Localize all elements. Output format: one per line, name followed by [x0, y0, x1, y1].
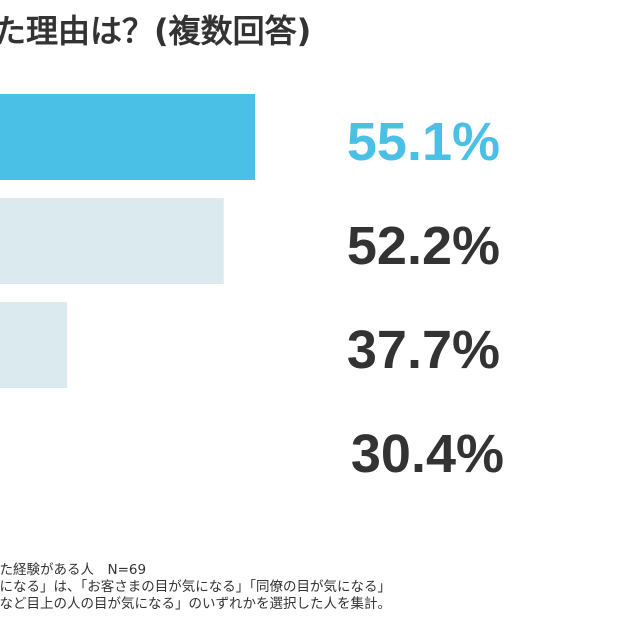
bar-2 — [0, 198, 224, 284]
chart-title: た理由は？(複数回答) — [0, 12, 312, 50]
note-line-1: した経験がある人 N=69 — [0, 562, 147, 578]
data-label-1: 55.1% — [347, 112, 500, 172]
data-label-2: 52.2% — [347, 216, 500, 276]
note-line-2: 気になる」は、「お客さまの目が気になる」「同僚の目が気になる」 — [0, 579, 391, 595]
bar-1 — [0, 94, 256, 180]
chart-notes: した経験がある人 N=69 気になる」は、「お客さまの目が気になる」「同僚の目が… — [0, 562, 391, 613]
note-line-3: 輩など目上の人の目が気になる」のいずれかを選択した人を集計。 — [0, 596, 391, 612]
data-label-3: 37.7% — [347, 320, 500, 380]
data-label-4: 30.4% — [351, 424, 504, 484]
bar-3 — [0, 302, 68, 388]
